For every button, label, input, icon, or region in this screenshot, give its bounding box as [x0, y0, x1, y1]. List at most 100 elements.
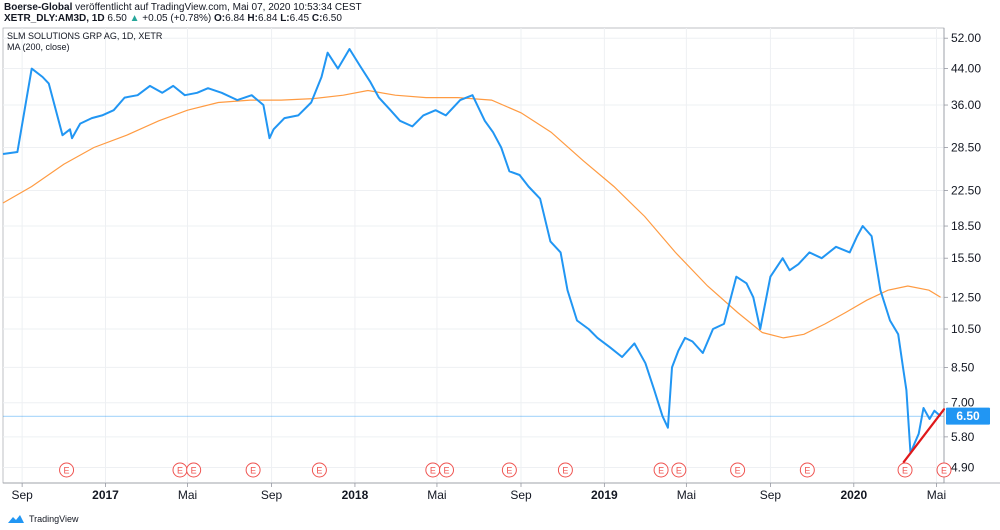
earnings-marker[interactable]: E [557, 462, 573, 478]
change-text: +0.05 (+0.78%) [142, 13, 212, 24]
earnings-marker-label: E [676, 466, 682, 476]
earnings-marker[interactable]: E [186, 462, 202, 478]
close-value: 6.50 [322, 13, 342, 24]
y-tick-label: 52.00 [951, 31, 981, 45]
chart-legend-title: SLM SOLUTIONS GRP AG, 1D, XETR [7, 31, 163, 41]
y-tick-label: 36.00 [951, 98, 981, 112]
grid-lines [3, 28, 944, 483]
earnings-marker-label: E [250, 466, 256, 476]
earnings-marker-circle [311, 462, 327, 478]
price-line [2, 48, 942, 455]
earnings-marker-label: E [804, 466, 810, 476]
y-tick-label: 8.50 [951, 360, 975, 374]
trend-line[interactable] [902, 408, 946, 464]
earnings-marker-label: E [64, 466, 70, 476]
y-tick-label: 5.80 [951, 430, 975, 444]
earnings-marker[interactable]: E [653, 462, 669, 478]
earnings-marker[interactable]: E [311, 462, 327, 478]
earnings-marker-circle [936, 462, 952, 478]
earnings-marker-circle [59, 462, 75, 478]
last-price-badge-bg [946, 407, 990, 425]
ma-200-line [2, 89, 941, 339]
earnings-marker-circle [186, 462, 202, 478]
earnings-marker[interactable]: E [425, 462, 441, 478]
published-text: veröffentlicht auf TradingView.com, Mai … [75, 2, 362, 13]
high-label: H: [247, 13, 258, 24]
change-arrow-icon: ▲ [129, 13, 140, 24]
high-value: 6.84 [257, 13, 278, 24]
x-tick-label: Sep [760, 488, 782, 502]
x-axis: Sep 2017 Mai Sep 2018 Mai Sep 2019 Mai Sep 2020 Mai [11, 483, 946, 502]
x-tick-label: Sep [261, 488, 283, 502]
open-value: 6.84 [225, 13, 245, 24]
low-value: 6.45 [289, 13, 310, 24]
x-tick-label: 2020 [840, 488, 867, 502]
earnings-marker-label: E [430, 466, 436, 476]
tradingview-logo[interactable]: TradingView [6, 514, 79, 524]
earnings-marker[interactable]: E [59, 462, 75, 478]
x-tick-label: Sep [510, 488, 532, 502]
close-label: C: [311, 13, 323, 24]
earnings-marker[interactable]: E [245, 462, 261, 478]
symbol-ohlc-line: XETR_DLY:AM3D, 1D 6.50 ▲ +0.05 (+0.78%) … [4, 13, 342, 24]
last-price-badge: 6.50 [946, 407, 990, 425]
earnings-marker-label: E [941, 466, 947, 476]
earnings-marker-circle [557, 462, 573, 478]
x-tick-label: Mai [427, 488, 446, 502]
x-tick-label: Mai [178, 488, 197, 502]
tradingview-cloud-icon [8, 515, 24, 523]
x-tick-label: 2017 [92, 488, 119, 502]
earnings-marker-label: E [177, 466, 183, 476]
earnings-marker-label: E [443, 466, 449, 476]
y-axis: 52.00 44.00 36.00 28.50 22.50 18.50 15.50 12.50… [944, 31, 981, 475]
x-tick-label: Mai [927, 488, 946, 502]
earnings-marker-circle [245, 462, 261, 478]
y-tick-label: 18.50 [951, 219, 981, 233]
y-tick-label: 28.50 [951, 140, 981, 154]
publisher-name: Boerse-Global [4, 2, 73, 13]
earnings-marker[interactable]: E [799, 462, 815, 478]
earnings-marker[interactable]: E [439, 462, 455, 478]
earnings-marker[interactable]: E [730, 462, 746, 478]
y-tick-label: 4.90 [951, 461, 975, 475]
y-tick-label: 44.00 [951, 62, 981, 76]
earnings-marker[interactable]: E [671, 462, 687, 478]
earnings-marker[interactable]: E [172, 462, 188, 478]
x-tick-label: 2019 [591, 488, 618, 502]
y-tick-label: 22.50 [951, 183, 981, 197]
earnings-marker-label: E [735, 466, 741, 476]
earnings-marker-circle [671, 462, 687, 478]
x-tick-label: 2018 [342, 488, 369, 502]
earnings-marker-circle [730, 462, 746, 478]
chart-legend-indicator: MA (200, close) [7, 42, 70, 52]
y-tick-label: 12.50 [951, 290, 981, 304]
earnings-marker-label: E [658, 466, 664, 476]
open-label: O: [214, 13, 226, 24]
earnings-marker-circle [501, 462, 517, 478]
y-tick-label: 7.00 [951, 396, 975, 410]
earnings-marker-label: E [316, 466, 322, 476]
earnings-marker[interactable]: E [897, 462, 913, 478]
earnings-marker-circle [897, 462, 913, 478]
low-label: L: [280, 13, 290, 24]
earnings-marker-label: E [902, 466, 908, 476]
x-tick-label: Sep [11, 488, 33, 502]
earnings-marker-circle [799, 462, 815, 478]
earnings-marker-label: E [506, 466, 512, 476]
last-price-label: 6.50 [956, 409, 980, 423]
x-tick-label: Mai [677, 488, 696, 502]
earnings-marker-circle [653, 462, 669, 478]
y-tick-label: 15.50 [951, 251, 981, 265]
y-tick-label: 10.50 [951, 322, 981, 336]
earnings-marker-circle [439, 462, 455, 478]
publish-info: Boerse-Global veröffentlicht auf Trading… [4, 2, 362, 13]
last-price-text: 6.50 [107, 13, 127, 24]
earnings-marker-label: E [562, 466, 568, 476]
earnings-marker[interactable]: E [936, 462, 952, 478]
symbol-name: XETR_DLY:AM3D, 1D [4, 13, 105, 24]
earnings-marker-label: E [191, 466, 197, 476]
earnings-marker[interactable]: E [501, 462, 517, 478]
tradingview-brand: TradingView [29, 514, 79, 524]
